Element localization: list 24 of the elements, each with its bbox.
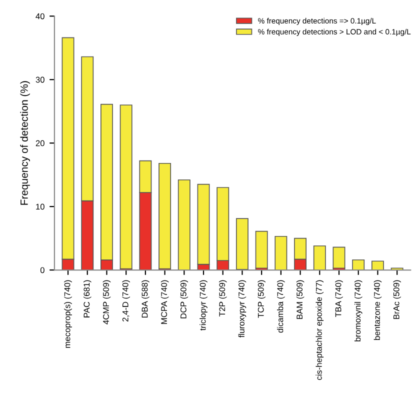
x-tick-label: triclopyr (740): [200, 280, 208, 331]
x-tick-label: BrAc (509): [393, 280, 401, 319]
x-tick-label: TBA (740): [335, 280, 343, 318]
x-tick-label: TCP (509): [258, 280, 266, 318]
x-tick-label: cis-heptachlor epoxide (77): [316, 280, 324, 380]
x-tick-label: fluroxypyr (740): [238, 280, 246, 338]
x-tick-label: bromoxynil (740): [354, 280, 362, 342]
x-tick-label: BAM (509): [296, 280, 304, 319]
x-tick-label: T2P (509): [218, 280, 227, 316]
x-tick-label: MCPA (740): [160, 280, 169, 324]
y-axis-title: Frequency of detection (%): [20, 81, 30, 205]
y-tick-label: 10: [36, 204, 44, 210]
y-tick-label: 40: [36, 13, 44, 20]
x-tick-label: DCP (509): [180, 280, 188, 318]
x-tick-label: 2,4-D (740): [122, 280, 130, 322]
x-tick-label: mecoprop(s) (740): [64, 280, 72, 348]
x-tick-label: dicamba (740): [277, 280, 285, 333]
x-tick-label: 4CMP (509): [102, 280, 111, 324]
x-tick-label: bentazone (740): [374, 280, 382, 340]
y-tick-label: 20: [36, 140, 44, 146]
y-tick-label: 0: [40, 267, 44, 274]
x-tick-label: DBA (588): [142, 280, 150, 318]
y-tick-label: 30: [36, 76, 44, 83]
x-tick-label: PAC (681): [83, 280, 92, 318]
